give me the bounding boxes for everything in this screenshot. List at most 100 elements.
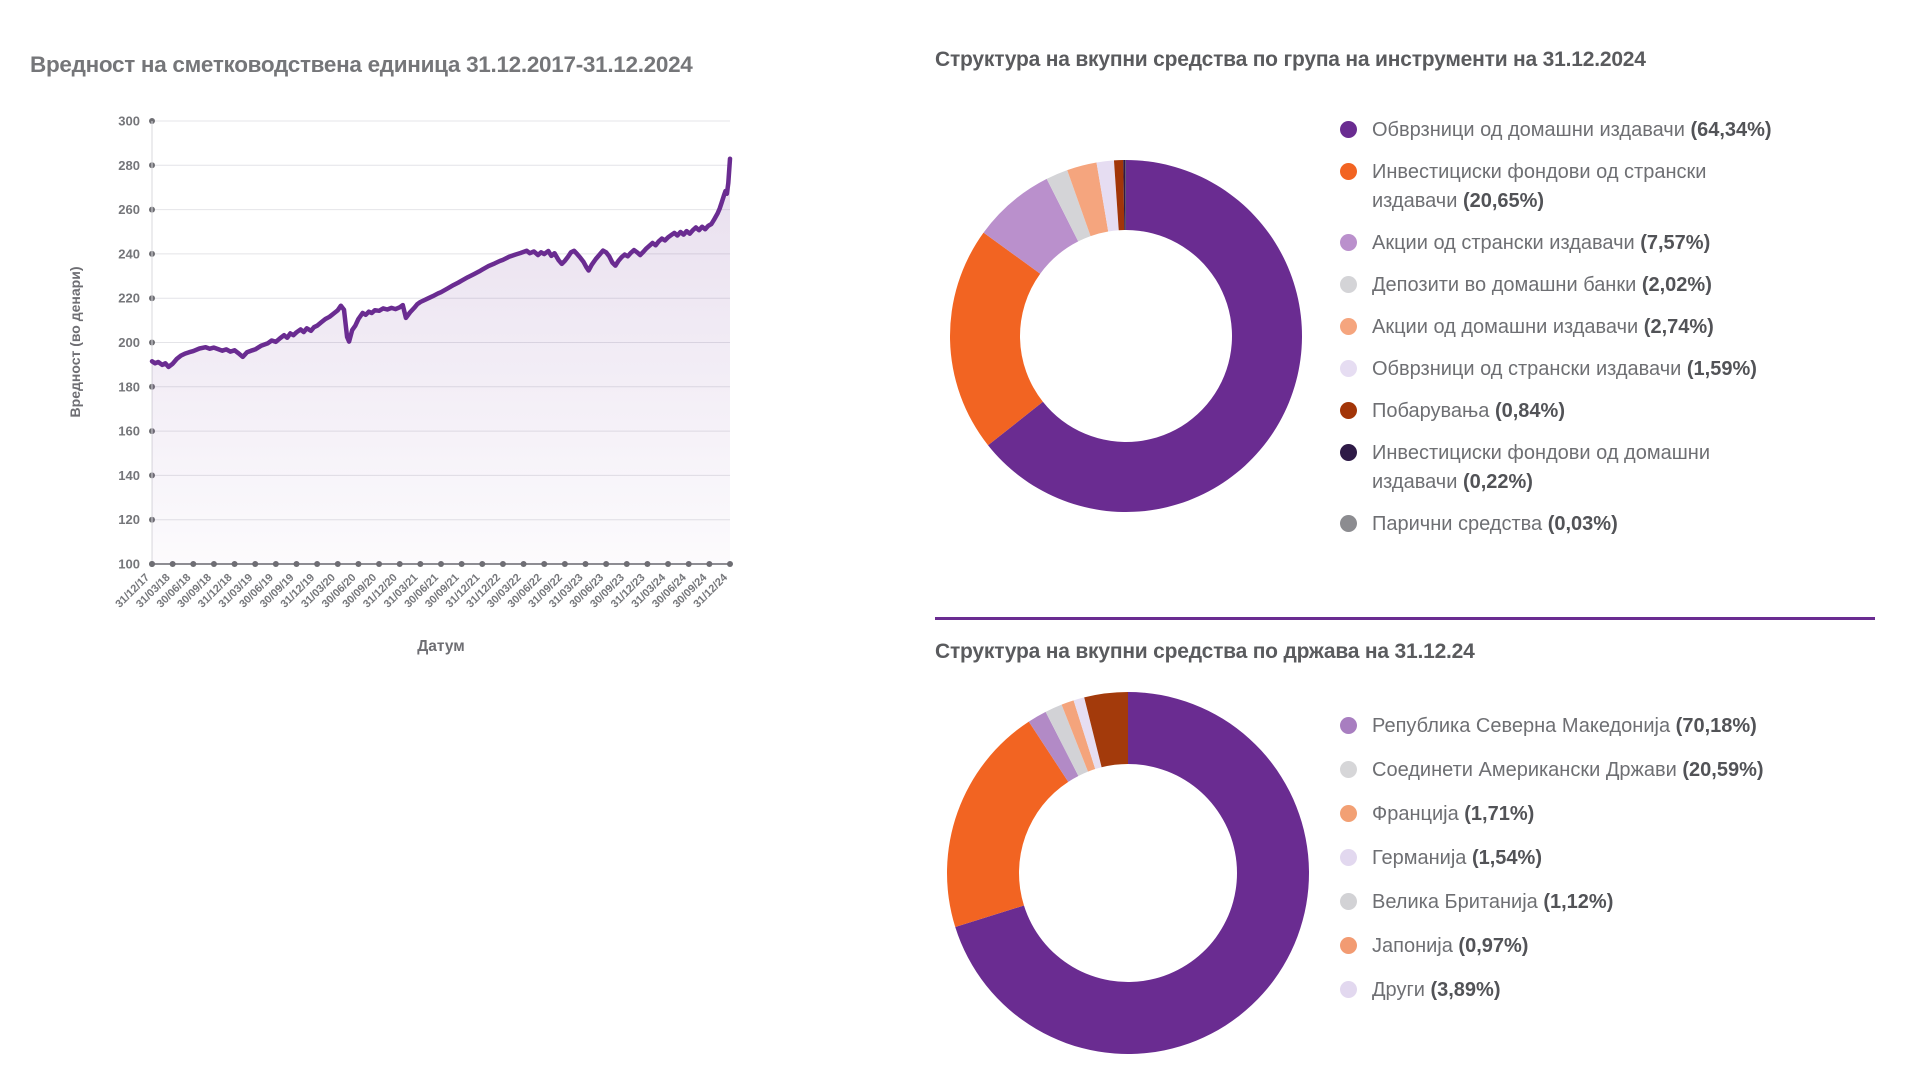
countries-legend: Република Северна Македонија (70,18%) Сое…: [1340, 712, 1810, 1005]
legend-percentage: (20,59%): [1682, 759, 1764, 781]
legend-label: Обврзници од странски издавачи (1,59%): [1372, 358, 1757, 380]
donut-slice: [955, 692, 1309, 1054]
instruments-legend: Обврзници од домашни издавачи (64,34%) Ин…: [1340, 116, 1780, 539]
legend-percentage: (0,03%): [1547, 513, 1618, 535]
donut-slice: [1045, 704, 1089, 776]
legend-item: Инвестициски фондови од домашни издавачи…: [1340, 439, 1780, 497]
legend-label: Побарувања (0,84%): [1372, 400, 1565, 422]
y-axis-tick-label: 200: [118, 335, 140, 350]
donut-slice: [1028, 711, 1079, 782]
donut-slice: [950, 232, 1043, 446]
legend-percentage: (0,97%): [1458, 935, 1529, 957]
unit-value-line-chart: 30028026024022020018016014012010031/12/1…: [67, 114, 733, 655]
legend-label: Германија (1,54%): [1372, 847, 1542, 869]
series-area-fill: [152, 158, 730, 564]
legend-color-dot-icon: [1340, 121, 1357, 138]
legend-percentage: (1,59%): [1686, 358, 1757, 380]
legend-percentage: (64,34%): [1690, 119, 1772, 141]
legend-percentage: (1,54%): [1471, 847, 1542, 869]
donut-slice: [983, 178, 1079, 274]
donut-slice: [1073, 697, 1102, 770]
legend-color-dot-icon: [1340, 234, 1357, 251]
line-chart-title: Вредност на сметководствена единица 31.1…: [30, 52, 693, 77]
y-axis-tick-label: 140: [118, 468, 140, 483]
legend-item: Акции од домашни издавачи (2,74%): [1340, 313, 1780, 342]
legend-item: Други (3,89%): [1340, 976, 1810, 1005]
legend-label: Акции од домашни издавачи (2,74%): [1372, 316, 1714, 338]
legend-percentage: (3,89%): [1430, 979, 1501, 1001]
donut-slice: [1113, 160, 1125, 231]
legend-item: Обврзници од странски издавачи (1,59%): [1340, 355, 1780, 384]
instruments-donut-chart: [950, 160, 1302, 512]
legend-label: Други (3,89%): [1372, 979, 1501, 1001]
donut-slice: [1084, 692, 1128, 768]
legend-color-dot-icon: [1340, 444, 1357, 461]
legend-label: Јапонија (0,97%): [1372, 935, 1529, 957]
legend-label: Соединети Американски Држави (20,59%): [1372, 759, 1764, 781]
legend-item: Соединети Американски Држави (20,59%): [1340, 756, 1810, 785]
x-axis-title: Датум: [417, 638, 465, 655]
legend-color-dot-icon: [1340, 893, 1357, 910]
legend-label: Франција (1,71%): [1372, 803, 1535, 825]
y-axis-tick-label: 220: [118, 291, 140, 306]
y-axis-tick-label: 160: [118, 424, 140, 439]
y-axis-tick-label: 240: [118, 246, 140, 261]
legend-percentage: (2,74%): [1643, 316, 1714, 338]
legend-percentage: (0,22%): [1462, 471, 1533, 493]
y-axis-title: Вредност (во денари): [67, 267, 83, 418]
legend-color-dot-icon: [1340, 717, 1357, 734]
legend-color-dot-icon: [1340, 805, 1357, 822]
legend-item: Побарувања (0,84%): [1340, 397, 1780, 426]
legend-color-dot-icon: [1340, 402, 1357, 419]
legend-color-dot-icon: [1340, 515, 1357, 532]
legend-percentage: (7,57%): [1640, 232, 1711, 254]
y-axis-tick-label: 100: [118, 557, 140, 572]
legend-color-dot-icon: [1340, 761, 1357, 778]
legend-item: Акции од странски издавачи (7,57%): [1340, 229, 1780, 258]
legend-color-dot-icon: [1340, 318, 1357, 335]
y-axis-tick-label: 120: [118, 512, 140, 527]
legend-label: Велика Британија (1,12%): [1372, 891, 1614, 913]
legend-color-dot-icon: [1340, 276, 1357, 293]
legend-color-dot-icon: [1340, 360, 1357, 377]
legend-item: Република Северна Македонија (70,18%): [1340, 712, 1810, 741]
section-divider: [935, 617, 1875, 620]
legend-item: Германија (1,54%): [1340, 844, 1810, 873]
donut-slice: [1046, 170, 1091, 242]
y-axis-tick-label: 280: [118, 158, 140, 173]
donut-slice: [1067, 162, 1109, 237]
legend-percentage: (2,02%): [1641, 274, 1712, 296]
legend-label: Република Северна Македонија (70,18%): [1372, 715, 1757, 737]
legend-item: Депозити во домашни банки (2,02%): [1340, 271, 1780, 300]
legend-label: Инвестициски фондови од странски издавач…: [1372, 161, 1707, 212]
countries-donut-chart: [947, 692, 1309, 1054]
legend-label: Инвестициски фондови од домашни издавачи…: [1372, 442, 1710, 493]
legend-percentage: (0,84%): [1494, 400, 1565, 422]
legend-item: Парични средства (0,03%): [1340, 510, 1780, 539]
donut-slice: [1061, 700, 1096, 772]
legend-label: Акции од странски издавачи (7,57%): [1372, 232, 1711, 254]
legend-color-dot-icon: [1340, 163, 1357, 180]
legend-item: Франција (1,71%): [1340, 800, 1810, 829]
y-axis-tick-label: 260: [118, 202, 140, 217]
legend-label: Депозити во домашни банки (2,02%): [1372, 274, 1712, 296]
legend-item: Инвестициски фондови од странски издавач…: [1340, 158, 1780, 216]
legend-color-dot-icon: [1340, 849, 1357, 866]
donut-slice: [988, 160, 1302, 512]
legend-color-dot-icon: [1340, 937, 1357, 954]
legend-percentage: (20,65%): [1462, 190, 1545, 212]
legend-percentage: (70,18%): [1675, 715, 1757, 737]
series-line: [149, 156, 733, 370]
donut-slice: [1096, 160, 1119, 232]
y-axis-tick-label: 180: [118, 379, 140, 394]
legend-percentage: (1,71%): [1464, 803, 1535, 825]
legend-label: Обврзници од домашни издавачи (64,34%): [1372, 119, 1772, 141]
legend-item: Јапонија (0,97%): [1340, 932, 1810, 961]
legend-percentage: (1,12%): [1543, 891, 1614, 913]
legend-color-dot-icon: [1340, 981, 1357, 998]
instruments-chart-title: Структура на вкупни средства по група на…: [935, 48, 1646, 71]
legend-item: Обврзници од домашни издавачи (64,34%): [1340, 116, 1780, 145]
legend-item: Велика Британија (1,12%): [1340, 888, 1810, 917]
legend-label: Парични средства (0,03%): [1372, 513, 1618, 535]
